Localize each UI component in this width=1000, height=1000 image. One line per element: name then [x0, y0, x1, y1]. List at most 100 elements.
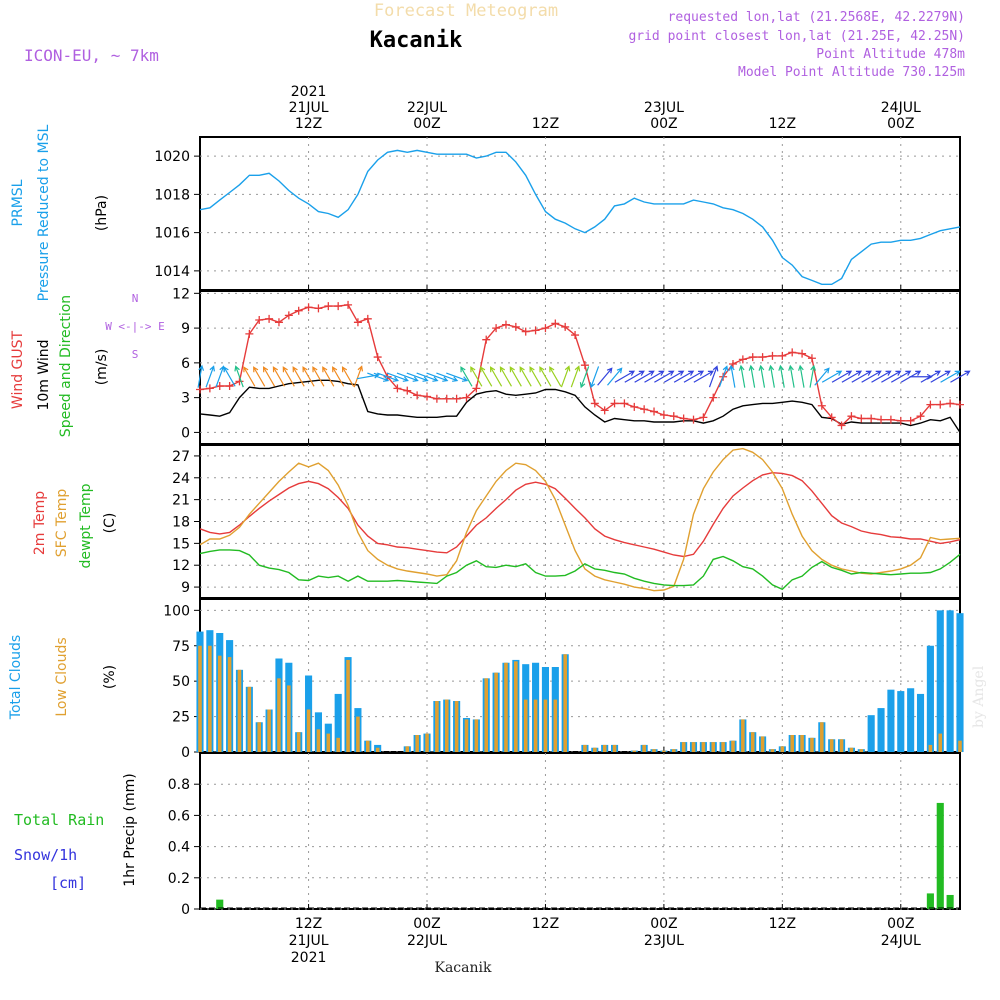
low-cloud-bar [820, 722, 824, 752]
wind-gust-marker [492, 324, 501, 333]
closest-coords: grid point closest lon,lat (21.25E, 42.2… [628, 29, 965, 44]
wind-gust-marker [304, 303, 313, 312]
wind-direction-arrow [234, 365, 244, 388]
total-cloud-bar [897, 691, 905, 752]
pressure-panel: 1014 1016 1018 1020 [154, 136, 961, 291]
wind-direction-arrow [426, 372, 449, 382]
y-tick-label: 24 [172, 471, 190, 487]
top-time-label: 00Z [887, 116, 914, 132]
wind-gust-marker [847, 412, 856, 421]
low-cloud-bar [593, 747, 597, 752]
wind-direction-arrow [539, 366, 552, 387]
y-tick-label: 50 [172, 674, 190, 690]
low-cloud-bar [474, 719, 479, 752]
wind-gust-marker [946, 399, 955, 408]
low-cloud-bar [839, 739, 844, 752]
wind-direction-arrow [272, 366, 285, 387]
low-cloud-bar [780, 746, 785, 752]
wind-direction-arrow [634, 370, 655, 383]
total-cloud-bar [926, 645, 934, 752]
temp-label-dewpt: dewpt Temp [78, 483, 94, 568]
wind-direction-arrow [607, 367, 623, 386]
low-cloud-bar [928, 744, 933, 752]
wind-gust-marker [215, 382, 224, 391]
bottom-time-label: 00Z [887, 916, 914, 932]
low-cloud-bar [770, 749, 775, 752]
wind-gust-marker [659, 411, 668, 420]
clouds-label-total: Total Clouds [8, 635, 24, 720]
wind-gust-marker [758, 353, 767, 362]
precip-panel: 0 0.2 0.4 0.6 0.8 [168, 752, 961, 918]
top-time-label: 12Z [532, 116, 559, 132]
wind-gust-marker [344, 300, 353, 309]
y-tick-label: 3 [181, 391, 190, 407]
wind-direction-arrow [814, 367, 830, 386]
wind-gust-marker [274, 318, 283, 327]
low-cloud-bar [336, 737, 340, 752]
temp-2m-line [199, 471, 961, 558]
wind-direction-arrow [341, 366, 355, 387]
bottom-time-label: 22JUL [407, 933, 447, 949]
wind-direction-arrow [940, 370, 961, 383]
wind-gust-marker [738, 355, 747, 364]
low-cloud-bar [464, 719, 469, 752]
wind-label-10m: 10m Wind [36, 339, 52, 410]
wind-direction-arrow [396, 372, 419, 382]
y-tick-label: 100 [163, 603, 190, 619]
y-tick-label: 75 [172, 639, 190, 655]
temp-dewpt-line [199, 549, 961, 591]
low-cloud-bar [671, 749, 676, 752]
wind-direction-arrow [480, 366, 493, 387]
wind-gust-marker [482, 335, 491, 344]
wind-direction-arrow [831, 370, 853, 383]
wind-gust-marker [551, 319, 560, 328]
total-cloud-bar [887, 689, 895, 752]
low-cloud-bar [701, 742, 706, 752]
bottom-time-label: 00Z [413, 916, 440, 932]
wind-direction-arrow [728, 364, 736, 388]
wind-direction-arrow [821, 370, 843, 383]
wind-direction-arrow [253, 366, 266, 387]
low-cloud-bar [533, 699, 538, 752]
wind-gust-marker [373, 353, 382, 362]
wind-direction-arrow [332, 366, 345, 387]
temp-sfc-line [199, 447, 961, 592]
clouds-panel: 0 25 50 75 100 [163, 598, 964, 761]
wind-gust-marker [235, 377, 244, 386]
wind-direction-arrow [881, 370, 902, 383]
wind-direction-arrow [738, 364, 746, 388]
wind-direction-arrow [778, 364, 785, 388]
wind-gust-marker [788, 348, 797, 357]
y-tick-label: 1020 [154, 149, 190, 165]
y-tick-label: 0.6 [168, 808, 190, 824]
rain-bar [946, 894, 954, 909]
wind-direction-arrow [597, 367, 613, 386]
wind-direction-arrow [549, 366, 562, 387]
wind-direction-arrow [788, 364, 795, 388]
clouds-unit: (%) [102, 665, 118, 689]
wind-gust-marker [936, 400, 945, 409]
wind-direction-arrow [460, 366, 473, 387]
top-time-label: 00Z [650, 116, 677, 132]
wind-direction-arrow [798, 364, 805, 388]
wind-direction-arrow [262, 366, 276, 387]
low-cloud-bar [454, 701, 459, 752]
total-cloud-bar [334, 693, 342, 752]
temp-label-2m: 2m Temp [32, 491, 48, 555]
bottom-location: Kacanik [435, 960, 492, 976]
y-tick-label: 12 [172, 558, 190, 574]
low-cloud-bar [484, 678, 489, 752]
wind-direction-arrow [470, 366, 483, 387]
wind-direction-arrow [758, 364, 766, 388]
wind-gust-marker [196, 385, 204, 394]
bottom-time-label: 12Z [769, 916, 796, 932]
wind-direction-arrow [663, 370, 685, 383]
y-tick-label: 1018 [154, 187, 190, 203]
wind-gust-marker [205, 384, 214, 393]
temp-unit: (C) [102, 513, 118, 534]
wind-gust-marker [314, 304, 323, 313]
bottom-time-label: 00Z [650, 916, 677, 932]
wind-gust-marker [709, 393, 718, 402]
wind-direction-arrow [499, 366, 512, 387]
